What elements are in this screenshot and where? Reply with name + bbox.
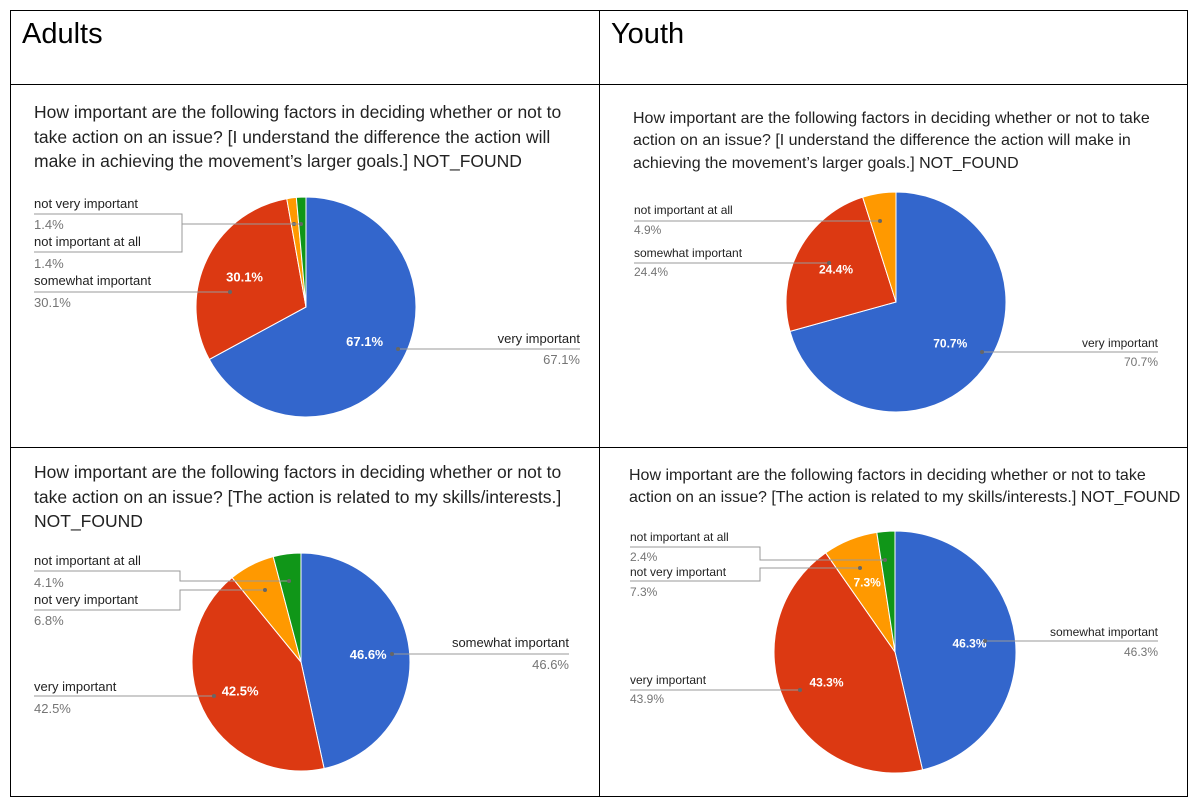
legend-name: very important [498, 331, 581, 346]
legend-name: somewhat important [34, 273, 151, 288]
slice-percent-label: 30.1% [226, 269, 263, 284]
legend-value: 46.3% [1124, 645, 1158, 659]
leader-dot [390, 652, 394, 656]
slice-percent-label: 43.3% [809, 676, 843, 690]
legend-name: very important [630, 673, 707, 687]
legend-value: 30.1% [34, 295, 71, 310]
leader-dot [396, 347, 400, 351]
legend-value: 67.1% [543, 352, 580, 367]
slice-percent-label: 46.3% [953, 636, 987, 650]
leader-dot [980, 350, 984, 354]
pie-slice-somewhat-important [300, 552, 411, 770]
leader-dot [858, 566, 862, 570]
legend-name: not very important [630, 565, 727, 579]
legend-name: somewhat important [452, 635, 569, 650]
pie-slice-not-important-at-all [862, 191, 897, 303]
slice-percent-label: 24.4% [819, 263, 853, 277]
leader-dot [983, 639, 987, 643]
legend-name: not important at all [34, 553, 141, 568]
pie-slice-not-important-at-all [876, 530, 896, 653]
legend-value: 43.9% [630, 692, 664, 706]
legend-name: somewhat important [634, 246, 743, 260]
legend-value: 6.8% [34, 613, 64, 628]
row-divider [11, 447, 1187, 448]
legend-value: 1.4% [34, 256, 64, 271]
legend-name: not important at all [34, 234, 141, 249]
leader-line [34, 589, 265, 611]
leader-dot [287, 579, 291, 583]
leader-dot [212, 694, 216, 698]
legend-name: not important at all [634, 203, 733, 217]
leader-line [630, 546, 885, 561]
chart-title: How important are the following factors … [34, 462, 562, 531]
leader-dot [798, 688, 802, 692]
pie-slice-somewhat-important [894, 530, 1017, 771]
legend-value: 46.6% [532, 657, 569, 672]
legend-value: 4.1% [34, 575, 64, 590]
legend-value: 70.7% [1124, 355, 1158, 369]
legend-value: 24.4% [634, 265, 668, 279]
legend-value: 1.4% [34, 217, 64, 232]
leader-dot [299, 222, 303, 226]
chart-title: How important are the following factors … [34, 102, 562, 171]
pie-slice-very-important [191, 576, 325, 772]
legend-value: 4.9% [634, 223, 662, 237]
leader-dot [263, 588, 267, 592]
leader-dot [228, 290, 232, 294]
legend-name: not very important [34, 196, 138, 211]
legend-name: very important [34, 679, 117, 694]
leader-dot [883, 558, 887, 562]
pie-slice-very-important [789, 191, 1007, 413]
chart-title: How important are the following factors … [633, 110, 1150, 172]
leader-line [630, 567, 860, 582]
slice-percent-label: 46.6% [350, 647, 387, 662]
leader-dot [827, 261, 831, 265]
pie-slice-somewhat-important [195, 198, 307, 361]
slice-percent-label: 42.5% [222, 683, 259, 698]
legend-name: somewhat important [1050, 625, 1159, 639]
leader-line [34, 570, 289, 582]
pie-slice-very-important [208, 196, 417, 418]
slice-percent-label: 70.7% [933, 336, 967, 350]
comparison-table [10, 10, 1188, 797]
adults-header: Adults [22, 18, 103, 50]
legend-name: very important [1082, 336, 1159, 350]
pie-slice-somewhat-important [785, 196, 897, 332]
column-divider [599, 11, 600, 796]
legend-value: 42.5% [34, 701, 71, 716]
legend-name: not important at all [630, 530, 729, 544]
legend-value: 7.3% [630, 585, 658, 599]
header-divider [11, 84, 1187, 85]
legend-name: not very important [34, 592, 138, 607]
slice-percent-label: 7.3% [853, 575, 881, 589]
legend-value: 2.4% [630, 550, 658, 564]
pie-slice-very-important [773, 552, 924, 774]
leader-dot [878, 219, 882, 223]
leader-line [34, 223, 301, 253]
slice-percent-label: 67.1% [346, 334, 383, 349]
youth-header: Youth [611, 18, 685, 50]
pie-slice-not-important-at-all [272, 552, 302, 663]
chart-title: How important are the following factors … [629, 467, 1181, 507]
